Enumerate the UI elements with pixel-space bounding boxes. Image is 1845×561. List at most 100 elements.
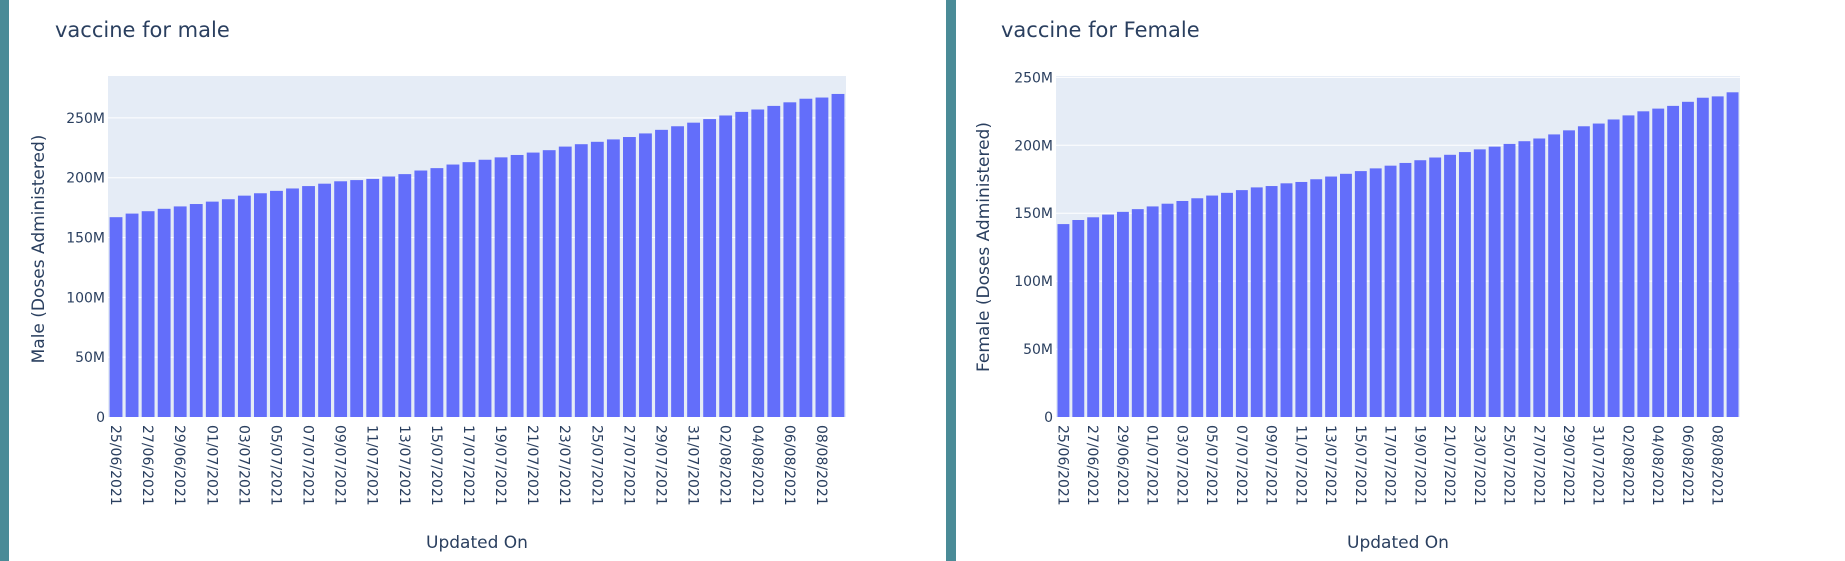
bar [302, 186, 315, 417]
bar [783, 102, 797, 417]
bar [655, 129, 668, 417]
bar [542, 150, 556, 418]
bar [1340, 173, 1352, 417]
chart-title: vaccine for Female [1001, 18, 1200, 42]
bar [1444, 154, 1456, 417]
bar [253, 193, 267, 417]
x-tick-label: 29/06/2021 [171, 425, 187, 506]
bar [1696, 97, 1709, 417]
bar [526, 152, 540, 417]
bar [221, 199, 235, 417]
bar [1458, 152, 1471, 417]
bar [719, 115, 733, 418]
chart-title: vaccine for male [55, 18, 230, 42]
plot-area: 0 50M 100M 150M 200M 250M 25/06/2021 27/06/2021… [1014, 70, 1740, 506]
bar [141, 211, 155, 417]
bar [1384, 165, 1397, 417]
bar [831, 93, 845, 418]
bar [173, 206, 187, 417]
bar [1548, 134, 1561, 417]
bar [1265, 186, 1278, 417]
x-tick-label: 03/07/2021 [1173, 425, 1189, 506]
y-axis-title: Male (Doses Administered) [29, 135, 49, 364]
bar [286, 188, 299, 417]
bar [478, 159, 492, 417]
x-tick-label: 02/08/2021 [1619, 425, 1635, 506]
x-axis-title: Updated On [426, 533, 528, 553]
plot-area: 0 50M 100M 150M 200M 250M 25/06/2021 27/06/2021… [66, 76, 846, 506]
x-tick-label: 03/07/2021 [235, 425, 251, 506]
bar [1116, 211, 1129, 417]
bar [205, 201, 219, 417]
x-tick-label: 09/07/2021 [332, 425, 348, 506]
x-tick-label: 29/06/2021 [1114, 425, 1130, 506]
x-tick-label: 05/07/2021 [1203, 425, 1219, 506]
x-tick-label: 25/06/2021 [107, 425, 123, 506]
bar [799, 98, 813, 417]
female-bar-chart: 0 50M 100M 150M 200M 250M 25/06/2021 27/06/2021… [974, 18, 1740, 553]
bar [318, 183, 332, 417]
bar [398, 174, 412, 417]
bar [815, 97, 829, 418]
bar [1206, 195, 1219, 417]
y-tick-label: 100M [66, 290, 105, 306]
x-tick-label: 11/07/2021 [1292, 425, 1308, 506]
bar [622, 137, 636, 417]
bar [1191, 198, 1204, 417]
bar [767, 105, 781, 417]
bar [1429, 157, 1442, 417]
bar [366, 178, 380, 417]
bar [558, 146, 572, 417]
bar [1503, 143, 1516, 417]
male-chart-panel: 0 50M 100M 150M 200M 250M 25/06/2021 27/06/2021… [9, 0, 946, 561]
x-tick-label: 08/08/2021 [1709, 425, 1725, 506]
x-tick-label: 02/08/2021 [717, 425, 733, 506]
bar [1711, 96, 1724, 418]
bar [1563, 130, 1575, 417]
bar [1131, 209, 1144, 417]
bar [1369, 168, 1382, 417]
bar [109, 217, 123, 417]
x-tick-label: 27/07/2021 [1530, 425, 1546, 506]
bar [125, 213, 139, 417]
bar [1473, 149, 1486, 417]
bar [1161, 203, 1174, 417]
bar [1488, 146, 1501, 417]
bar [574, 144, 588, 417]
x-tick-label: 11/07/2021 [364, 425, 380, 506]
bar [687, 122, 701, 418]
x-tick-label: 04/08/2021 [749, 425, 765, 506]
x-tick-label: 27/06/2021 [139, 425, 155, 506]
bar [414, 170, 428, 417]
bar [1592, 123, 1605, 417]
bar [446, 164, 460, 417]
bar [1235, 190, 1248, 417]
bar [157, 208, 171, 417]
bar [1072, 220, 1085, 417]
bar [334, 181, 348, 417]
bar [1146, 206, 1159, 417]
bar [1533, 138, 1546, 417]
x-tick-label: 08/08/2021 [813, 425, 829, 506]
x-tick-label: 29/07/2021 [1560, 425, 1576, 506]
y-tick-label: 250M [66, 111, 105, 127]
x-tick-label: 06/08/2021 [1679, 425, 1695, 506]
bar [1518, 141, 1531, 417]
bar [1354, 171, 1367, 417]
bar [1057, 224, 1070, 417]
bar [1399, 162, 1412, 417]
bar [189, 204, 203, 417]
x-tick-label: 29/07/2021 [653, 425, 669, 506]
y-tick-label: 100M [1014, 274, 1053, 290]
bar [382, 176, 396, 417]
bar [1607, 119, 1620, 417]
bar [1087, 217, 1100, 417]
bar [1414, 160, 1427, 417]
y-tick-label: 250M [1014, 70, 1053, 86]
x-tick-label: 01/07/2021 [1144, 425, 1160, 506]
bar [1325, 176, 1338, 417]
y-tick-label: 150M [66, 231, 105, 247]
x-tick-label: 15/07/2021 [428, 425, 444, 506]
x-tick-label: 17/07/2021 [1382, 425, 1398, 506]
x-tick-label: 13/07/2021 [396, 425, 412, 506]
